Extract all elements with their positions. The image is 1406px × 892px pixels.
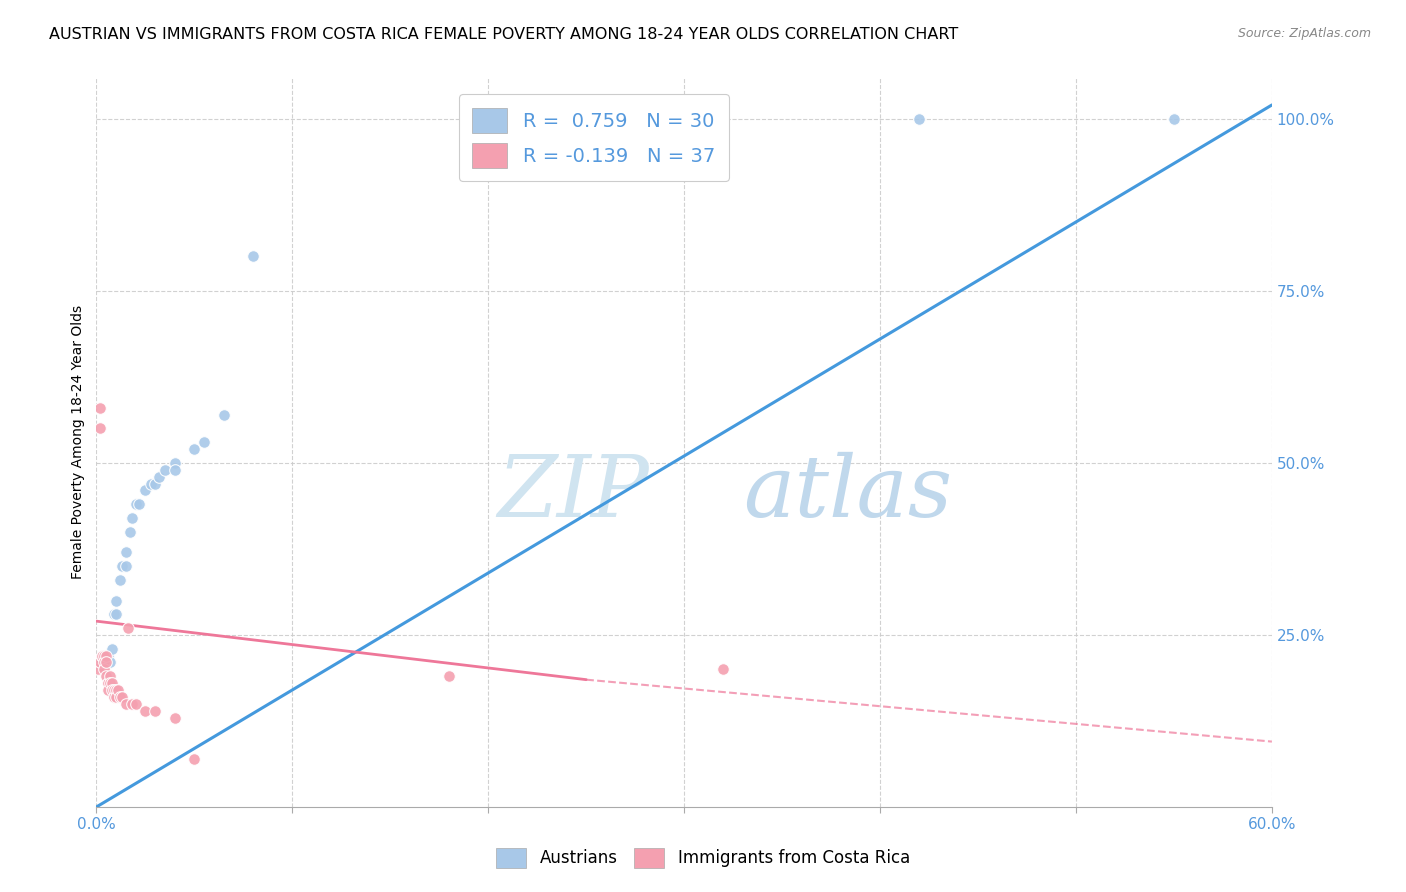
Point xyxy=(141,476,163,491)
Point xyxy=(121,511,143,525)
Point xyxy=(108,573,131,587)
Point xyxy=(101,641,124,656)
Legend: Austrians, Immigrants from Costa Rica: Austrians, Immigrants from Costa Rica xyxy=(489,841,917,875)
Point xyxy=(103,683,125,698)
Point xyxy=(908,112,931,126)
Point xyxy=(104,683,127,698)
Point xyxy=(97,648,120,663)
Point xyxy=(163,710,186,724)
Point xyxy=(93,662,115,676)
Point xyxy=(98,669,121,683)
Point xyxy=(183,442,205,456)
Point xyxy=(114,545,136,559)
Text: AUSTRIAN VS IMMIGRANTS FROM COSTA RICA FEMALE POVERTY AMONG 18-24 YEAR OLDS CORR: AUSTRIAN VS IMMIGRANTS FROM COSTA RICA F… xyxy=(49,27,959,42)
Point xyxy=(89,401,111,415)
Point xyxy=(193,435,215,450)
Text: atlas: atlas xyxy=(742,452,952,534)
Point xyxy=(111,690,134,704)
Point xyxy=(101,683,124,698)
Point xyxy=(124,697,146,711)
Point xyxy=(89,421,111,435)
Text: ZIP: ZIP xyxy=(496,452,648,534)
Point xyxy=(104,690,127,704)
Point xyxy=(128,497,150,511)
Point xyxy=(134,483,156,498)
Point xyxy=(93,648,115,663)
Point xyxy=(121,697,143,711)
Point xyxy=(143,476,166,491)
Point xyxy=(117,621,139,635)
Point xyxy=(153,463,176,477)
Point xyxy=(91,648,114,663)
Point xyxy=(98,676,121,690)
Point xyxy=(114,559,136,574)
Y-axis label: Female Poverty Among 18-24 Year Olds: Female Poverty Among 18-24 Year Olds xyxy=(72,305,86,579)
Point xyxy=(101,676,124,690)
Point xyxy=(108,690,131,704)
Point xyxy=(91,648,114,663)
Point xyxy=(104,593,127,607)
Point xyxy=(94,669,117,683)
Point xyxy=(104,607,127,622)
Point xyxy=(711,662,734,676)
Point xyxy=(97,683,120,698)
Point xyxy=(143,704,166,718)
Point xyxy=(1163,112,1185,126)
Point xyxy=(148,469,170,483)
Point xyxy=(107,683,129,698)
Point xyxy=(103,690,125,704)
Point xyxy=(94,656,117,670)
Point xyxy=(103,607,125,622)
Text: Source: ZipAtlas.com: Source: ZipAtlas.com xyxy=(1237,27,1371,40)
Point xyxy=(97,676,120,690)
Point xyxy=(94,648,117,663)
Point xyxy=(163,456,186,470)
Point xyxy=(114,697,136,711)
Point xyxy=(93,656,115,670)
Point xyxy=(134,704,156,718)
Point xyxy=(111,559,134,574)
Point xyxy=(163,463,186,477)
Point xyxy=(91,648,114,663)
Point xyxy=(124,497,146,511)
Point xyxy=(437,669,460,683)
Point xyxy=(242,249,264,263)
Point xyxy=(98,656,121,670)
Point xyxy=(91,656,114,670)
Point xyxy=(614,112,637,126)
Point xyxy=(94,648,117,663)
Point xyxy=(89,656,111,670)
Point xyxy=(118,524,141,539)
Point xyxy=(97,676,120,690)
Point xyxy=(87,662,110,676)
Point xyxy=(183,752,205,766)
Legend: R =  0.759   N = 30, R = -0.139   N = 37: R = 0.759 N = 30, R = -0.139 N = 37 xyxy=(458,95,728,181)
Point xyxy=(212,408,235,422)
